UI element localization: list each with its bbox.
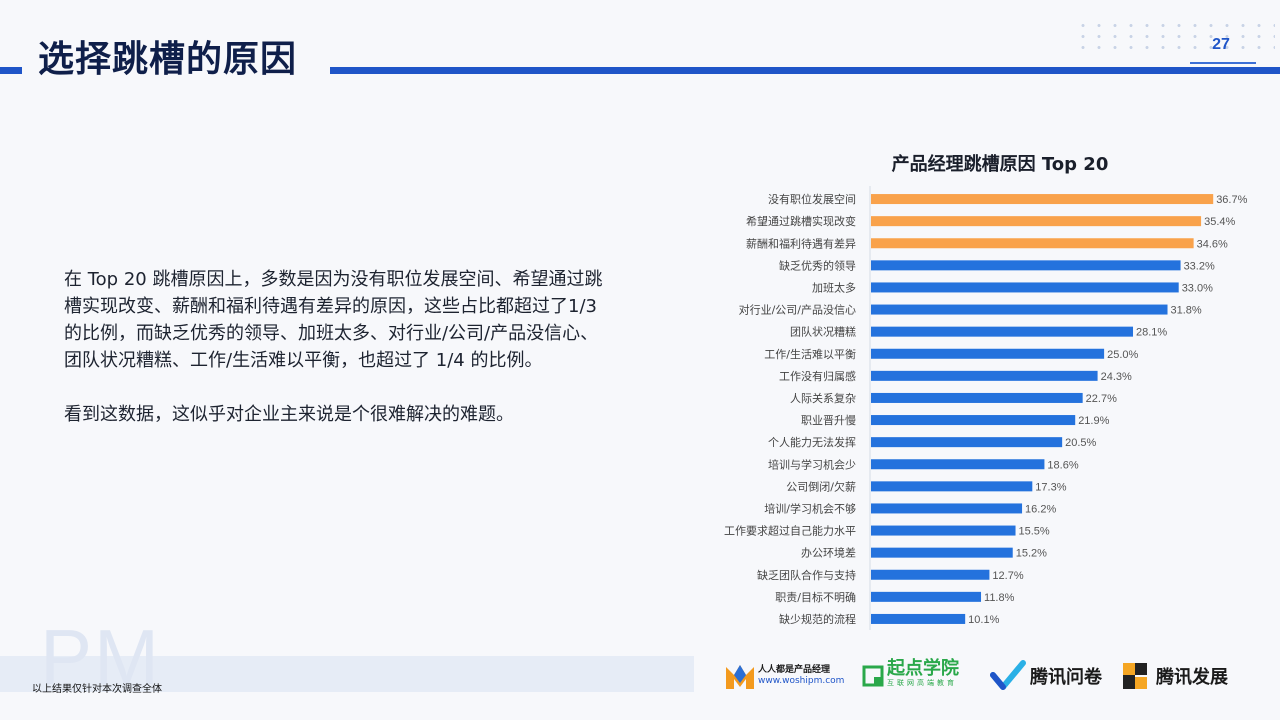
value-label: 18.6%: [1047, 459, 1078, 471]
category-label: 没有职位发展空间: [768, 192, 856, 206]
logo-tencent-fazhan: 腾讯发展: [1120, 656, 1250, 696]
category-label: 希望通过跳槽实现改变: [746, 214, 856, 228]
page-number-underline: [1190, 62, 1256, 64]
category-label: 职业晋升慢: [801, 414, 856, 427]
value-label: 28.1%: [1136, 327, 1167, 339]
logo-woshipm: 人人都是产品经理 www.woshipm.com: [724, 656, 849, 696]
bar: [871, 238, 1194, 249]
bar: [871, 370, 1098, 381]
bar: [871, 481, 1033, 492]
bar: [871, 569, 990, 580]
value-label: 17.3%: [1035, 481, 1066, 493]
category-label: 对行业/公司/产品没信心: [739, 303, 856, 317]
category-label: 职责/目标不明确: [775, 590, 856, 604]
bar: [871, 547, 1013, 558]
footer-note: 以上结果仅针对本次调查全体: [32, 684, 162, 695]
woshipm-name: 人人都是产品经理: [758, 665, 831, 675]
body-text: 在 Top 20 跳槽原因上，多数是因为没有职位发展空间、希望通过跳槽实现改变、…: [64, 266, 612, 455]
header-rule: [330, 67, 1280, 74]
value-label: 21.9%: [1078, 415, 1109, 427]
category-label: 工作没有归属感: [779, 369, 856, 383]
category-label: 薪酬和福利待遇有差异: [746, 236, 856, 250]
bar-chart: 没有职位发展空间 36.7% 希望通过跳槽实现改变 35.4% 薪酬和福利待遇有差异 34…: [724, 186, 1248, 630]
bar: [871, 216, 1202, 227]
bar: [871, 304, 1168, 315]
value-label: 34.6%: [1197, 238, 1228, 250]
decorative-dot-grid: [1075, 20, 1275, 52]
header-accent-bar: [0, 67, 22, 74]
bar: [871, 194, 1214, 205]
tencent-wenjuan-name: 腾讯问卷: [1030, 667, 1102, 688]
value-label: 24.3%: [1101, 371, 1132, 383]
tencent-fazhan-icon: [1123, 663, 1147, 689]
bar: [871, 260, 1181, 271]
chart-title: 产品经理跳槽原因 Top 20: [891, 154, 1109, 175]
tencent-fazhan-name: 腾讯发展: [1156, 667, 1228, 688]
category-label: 培训/学习机会不够: [764, 501, 856, 515]
value-label: 35.4%: [1204, 216, 1235, 228]
value-label: 31.8%: [1171, 305, 1202, 317]
value-label: 36.7%: [1216, 194, 1247, 206]
value-label: 12.7%: [992, 570, 1023, 582]
bar: [871, 326, 1134, 337]
value-label: 16.2%: [1025, 503, 1056, 515]
qidian-sub: 互联网高端教育: [887, 679, 957, 687]
footer-band: [0, 656, 694, 692]
category-label: 加班太多: [812, 280, 856, 294]
value-label: 15.5%: [1019, 526, 1050, 538]
category-label: 团队状况糟糕: [790, 325, 856, 339]
bar: [871, 282, 1179, 293]
category-label: 人际关系复杂: [790, 391, 856, 405]
category-label: 缺乏优秀的领导: [779, 258, 856, 272]
bar: [871, 348, 1105, 359]
value-label: 25.0%: [1107, 349, 1138, 361]
logo-qidian: 起点学院 互联网高端教育: [862, 656, 978, 696]
value-label: 22.7%: [1086, 393, 1117, 405]
pm-watermark: PM: [40, 613, 161, 701]
category-label: 个人能力无法发挥: [768, 435, 856, 449]
bar: [871, 613, 966, 624]
checkmark-icon: [990, 660, 1026, 690]
body-paragraph-1: 在 Top 20 跳槽原因上，多数是因为没有职位发展空间、希望通过跳槽实现改变、…: [64, 269, 603, 371]
value-label: 11.8%: [984, 592, 1015, 604]
bar: [871, 392, 1083, 403]
category-label: 缺乏团队合作与支持: [757, 568, 856, 582]
category-label: 工作/生活难以平衡: [764, 347, 856, 361]
bar: [871, 525, 1016, 536]
woshipm-url: www.woshipm.com: [758, 676, 845, 686]
value-label: 33.0%: [1182, 282, 1213, 294]
woshipm-icon: [726, 665, 754, 689]
qidian-name: 起点学院: [887, 658, 959, 679]
page-number: 27: [1212, 36, 1230, 53]
value-label: 20.5%: [1065, 437, 1096, 449]
category-label: 缺少规范的流程: [779, 612, 856, 626]
category-label: 培训与学习机会少: [768, 457, 856, 471]
category-label: 公司倒闭/欠薪: [786, 479, 856, 493]
logo-tencent-wenjuan: 腾讯问卷: [990, 656, 1110, 696]
category-label: 办公环境差: [801, 546, 856, 560]
bar: [871, 415, 1076, 426]
value-label: 10.1%: [968, 614, 999, 626]
category-label: 工作要求超过自己能力水平: [724, 524, 856, 538]
body-paragraph-2: 看到这数据，这似乎对企业主来说是个很难解决的难题。: [64, 404, 514, 425]
bar: [871, 591, 982, 602]
value-label: 33.2%: [1184, 260, 1215, 272]
qidian-icon: [862, 665, 884, 687]
value-label: 15.2%: [1016, 548, 1047, 560]
bar: [871, 437, 1063, 448]
bar: [871, 459, 1045, 470]
partner-logos: 人人都是产品经理 www.woshipm.com 起点学院 互联网高端教育 腾讯…: [724, 656, 1264, 696]
page-title: 选择跳槽的原因: [38, 39, 298, 80]
bar: [871, 503, 1023, 514]
